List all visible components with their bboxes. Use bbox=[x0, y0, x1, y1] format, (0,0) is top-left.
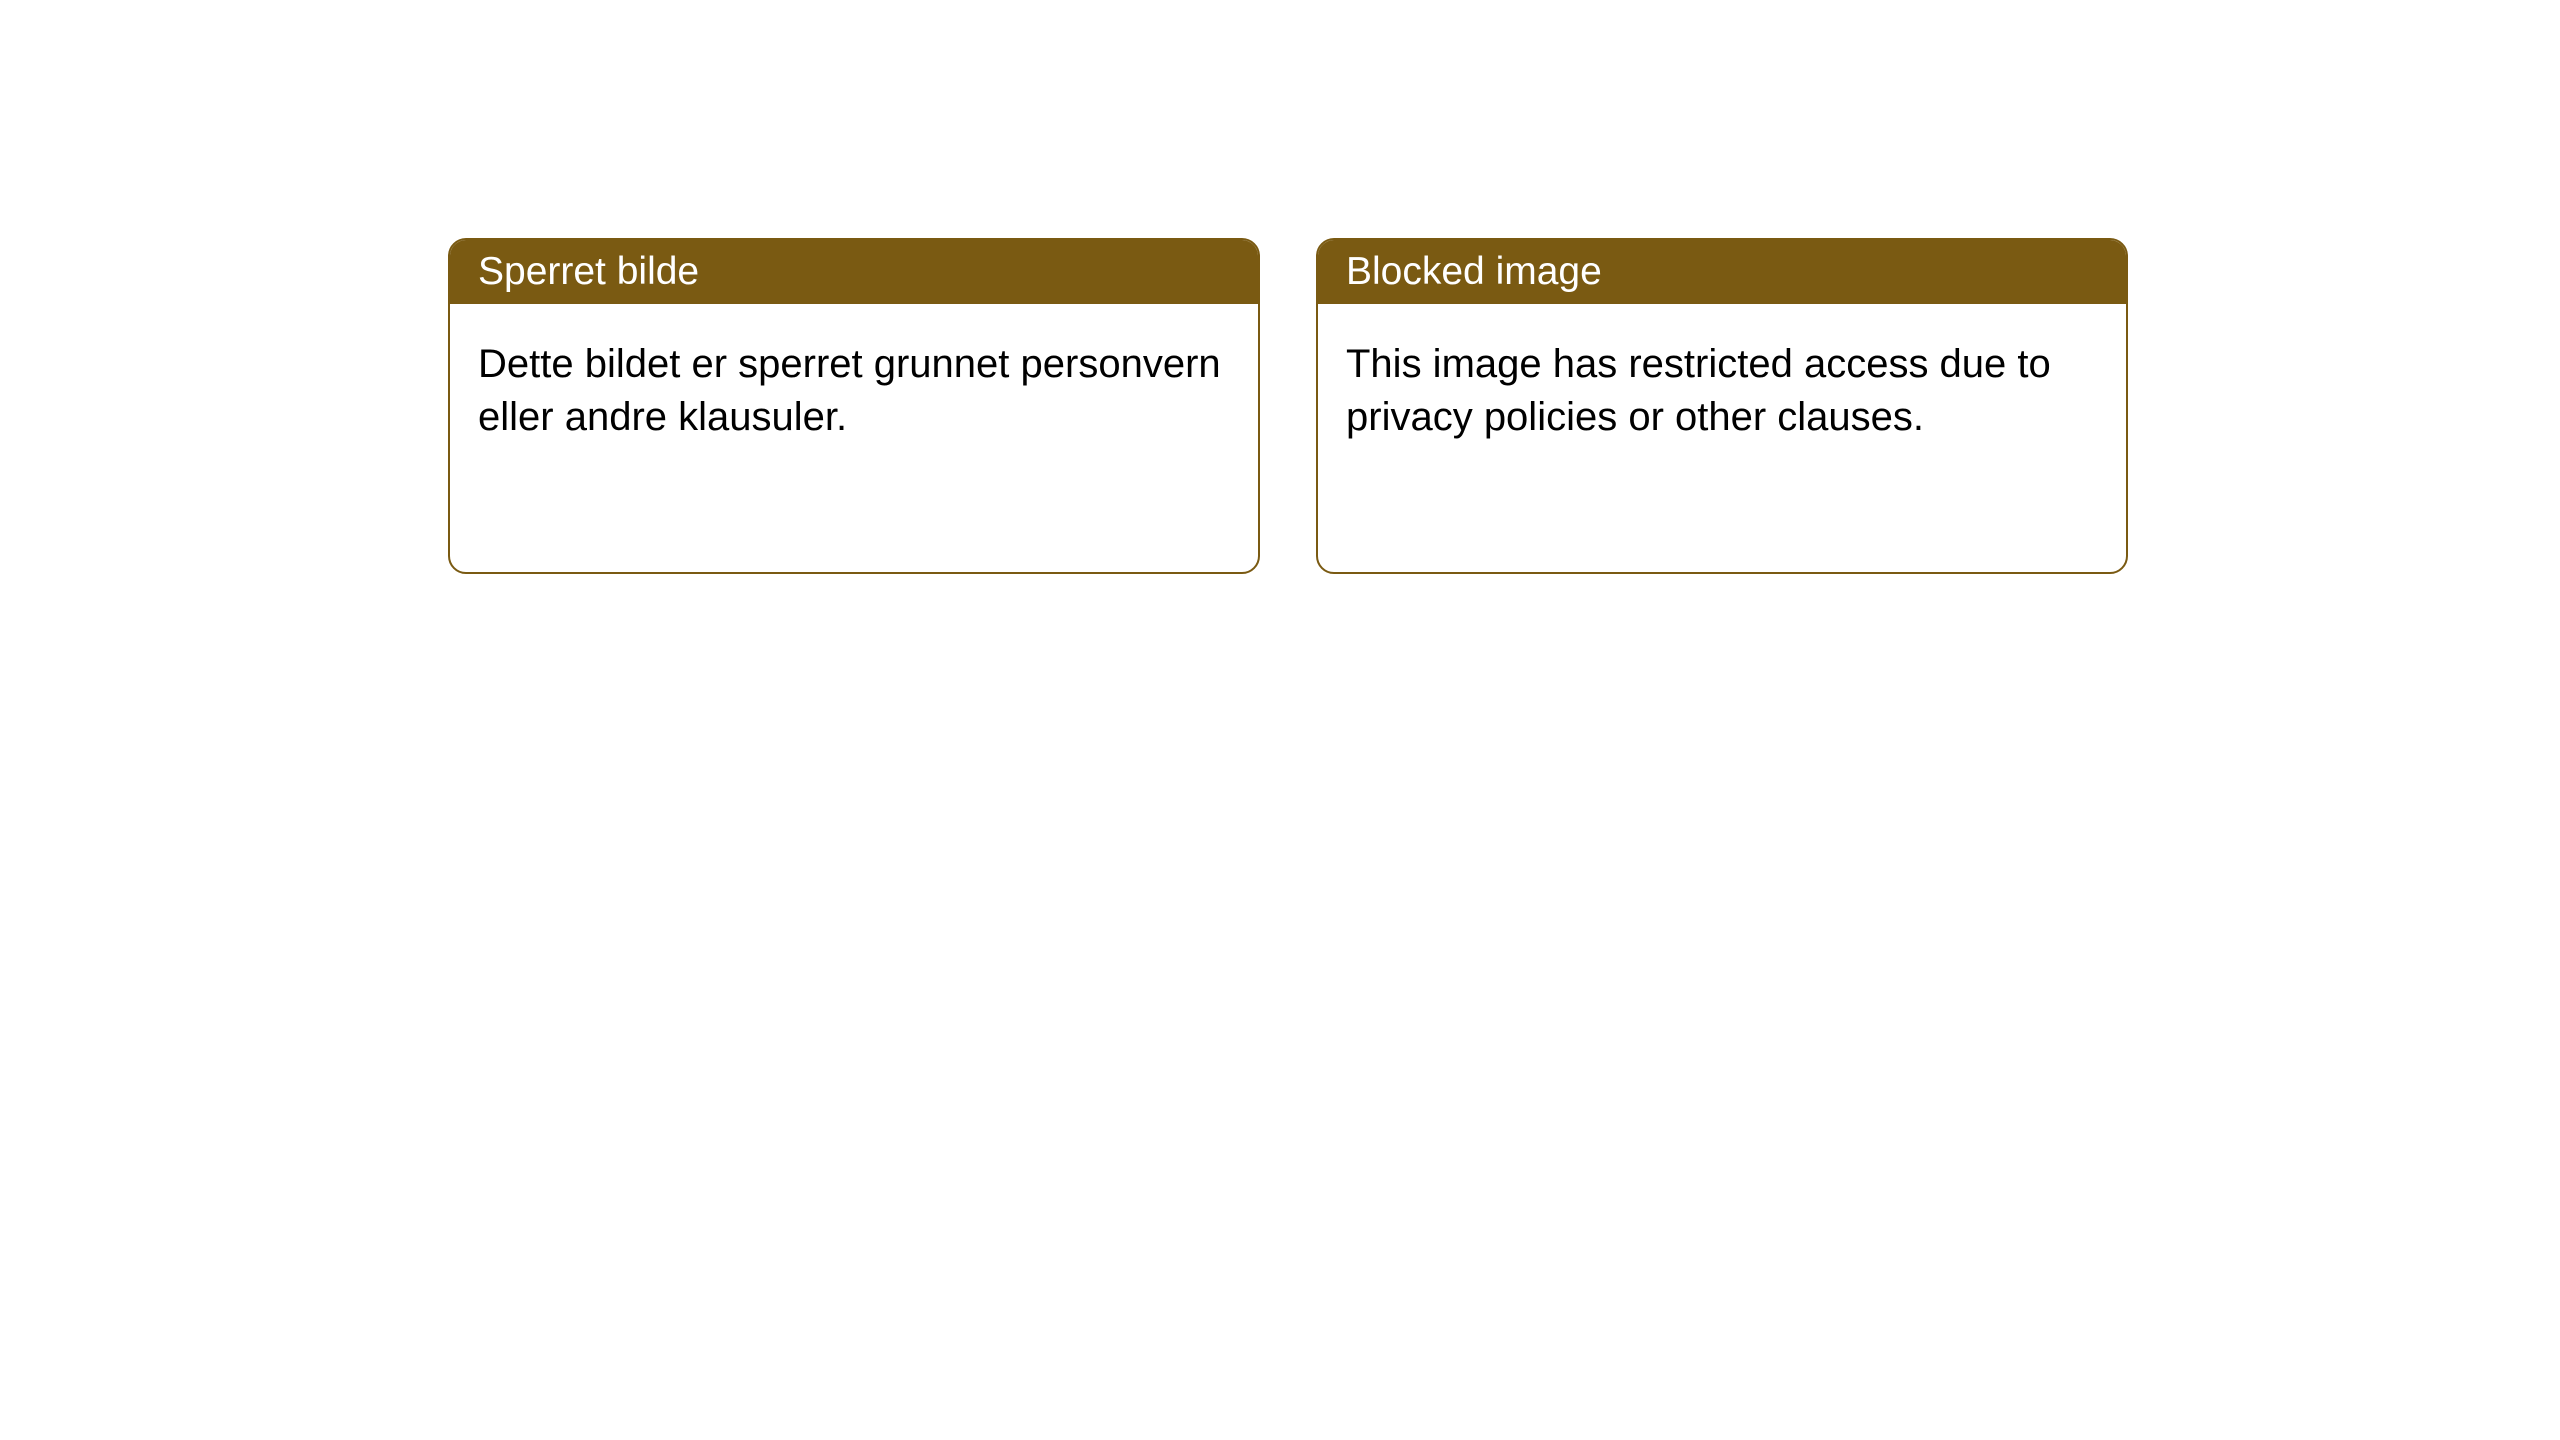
notice-card-title: Sperret bilde bbox=[450, 240, 1258, 304]
notice-card-body: Dette bildet er sperret grunnet personve… bbox=[450, 304, 1258, 478]
notice-card-english: Blocked image This image has restricted … bbox=[1316, 238, 2128, 574]
notice-card-body: This image has restricted access due to … bbox=[1318, 304, 2126, 478]
notice-container: Sperret bilde Dette bildet er sperret gr… bbox=[0, 0, 2560, 574]
notice-card-title: Blocked image bbox=[1318, 240, 2126, 304]
notice-card-norwegian: Sperret bilde Dette bildet er sperret gr… bbox=[448, 238, 1260, 574]
